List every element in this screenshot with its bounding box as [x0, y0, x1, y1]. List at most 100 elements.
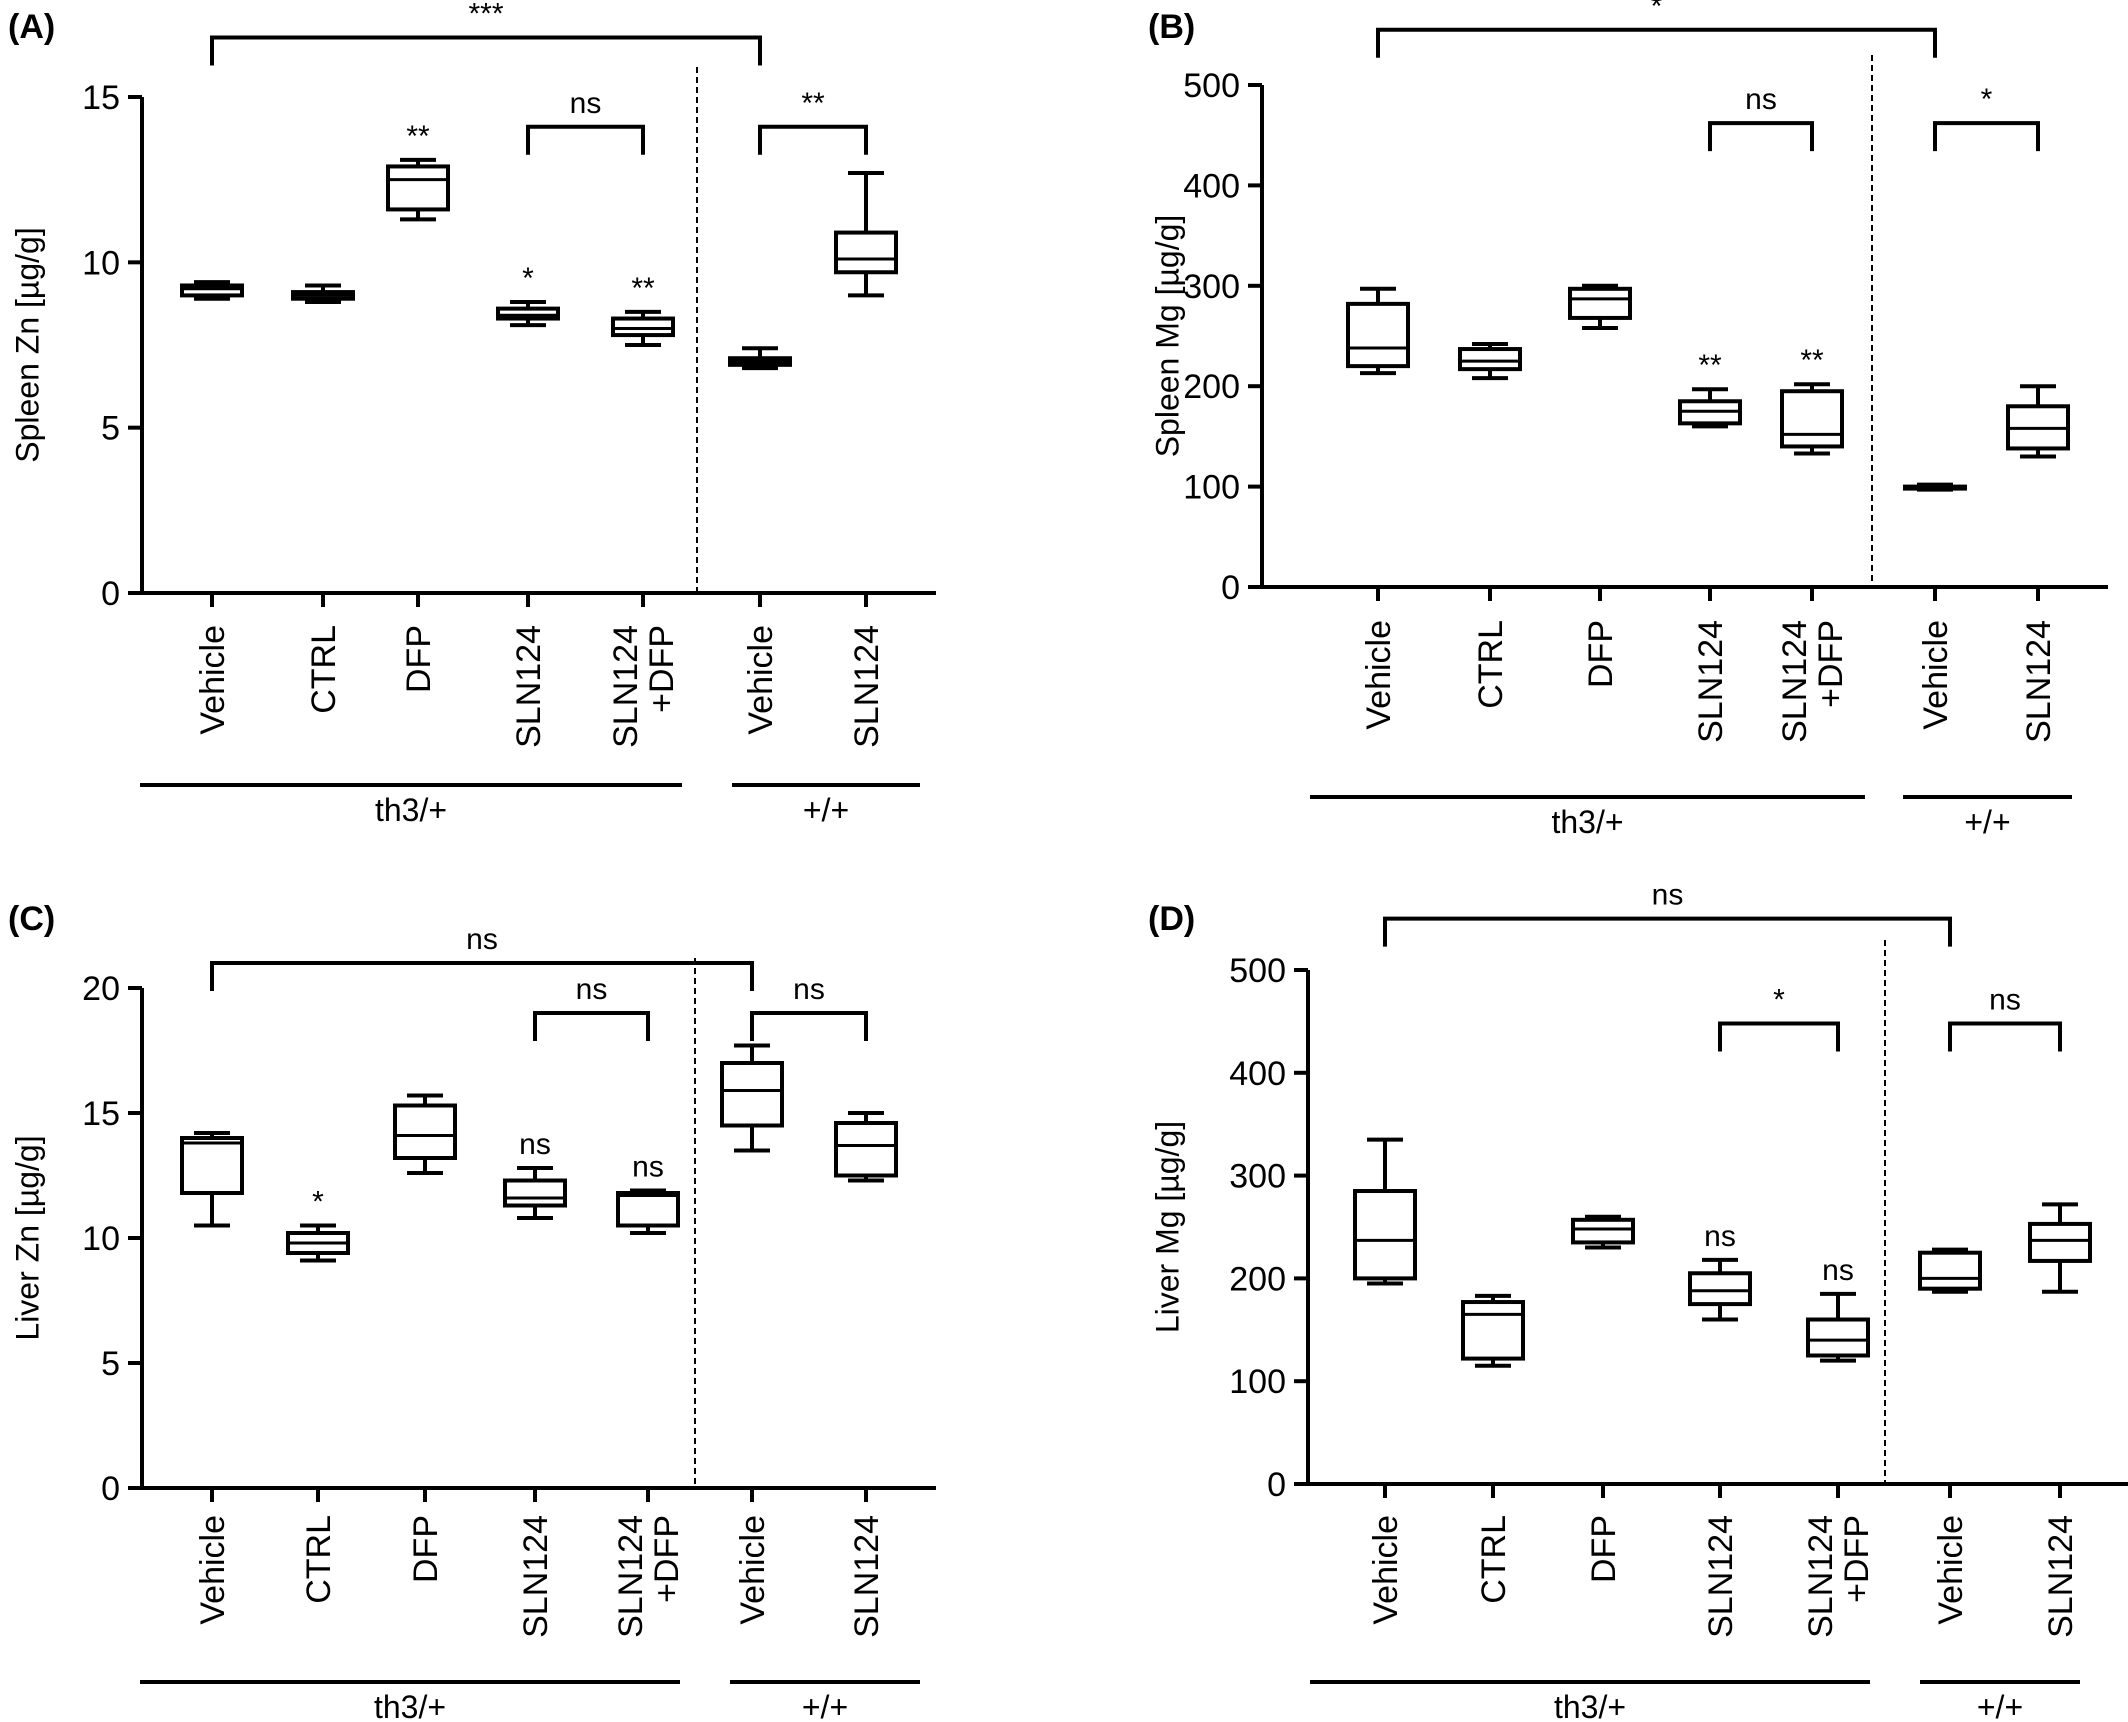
y-tick-label: 200: [1229, 1260, 1286, 1298]
x-category-label: Vehicle: [734, 1515, 772, 1625]
box-plot: [720, 1043, 784, 1153]
box-plot: [834, 1111, 898, 1183]
box-plot: [728, 346, 792, 371]
box-iqr: [180, 1136, 244, 1195]
box-plot: [291, 283, 355, 305]
box-plot: [503, 1166, 567, 1220]
box-plot: [386, 157, 450, 222]
bracket-label: ns: [793, 973, 825, 1006]
x-category-label: Vehicle: [194, 625, 232, 735]
bracket-label: ns: [576, 973, 608, 1006]
x-category-label: Vehicle: [1367, 1515, 1405, 1625]
box-iqr: [1918, 1250, 1982, 1291]
x-category-label: CTRL: [1475, 1515, 1513, 1604]
comparison-bracket: [210, 35, 762, 66]
significance-label: ns: [519, 1128, 551, 1161]
x-category-label: +DFP: [643, 625, 681, 713]
box-iqr: [1461, 1300, 1525, 1361]
bracket-label: *: [1981, 83, 1993, 116]
y-tick-label: 400: [1183, 167, 1240, 205]
x-category-label: +DFP: [1838, 1515, 1876, 1603]
x-category-label: Vehicle: [194, 1515, 232, 1625]
panel-d: (D) 0 100 200 300 400 500 Liver Mg [µg/g] ns ns ns…: [1148, 879, 2128, 1722]
bracket-label: ns: [1989, 983, 2021, 1016]
comparison-bracket: [1948, 1021, 2062, 1052]
significance-label: ns: [1704, 1220, 1736, 1253]
y-tick-label: 300: [1229, 1158, 1286, 1196]
box-plot: [1461, 1293, 1525, 1368]
x-category-label: Vehicle: [742, 625, 780, 735]
box-plot: [834, 171, 898, 298]
x-category-label: SLN124: [1776, 620, 1814, 743]
y-axis-label: Liver Mg [µg/g]: [1149, 1121, 1185, 1333]
y-tick-label: 10: [82, 1220, 120, 1258]
bracket-label: **: [801, 87, 825, 120]
box-iqr: [720, 1061, 784, 1128]
bracket-label: *: [1651, 0, 1663, 23]
box-iqr: [1688, 1271, 1752, 1307]
comparison-bracket: [750, 1011, 868, 1041]
significance-label: ns: [632, 1151, 664, 1184]
x-category-label: DFP: [1582, 620, 1620, 688]
panel-label: (A): [8, 8, 55, 46]
x-category-label: DFP: [1585, 1515, 1623, 1583]
box-plot: [1458, 342, 1522, 381]
y-tick-label: 100: [1183, 469, 1240, 507]
group-label: +/+: [803, 792, 849, 828]
x-category-label: Vehicle: [1360, 620, 1398, 730]
y-tick-label: 20: [82, 970, 120, 1008]
comparison-bracket: [758, 124, 868, 155]
box-plot: [1346, 286, 1410, 376]
box-plot: [611, 309, 675, 347]
box-plot: [286, 1223, 350, 1263]
x-category-label: SLN124: [848, 1515, 886, 1638]
group-label: +/+: [1964, 804, 2010, 840]
box-plot: [1568, 283, 1632, 330]
x-category-label: SLN124: [848, 625, 886, 748]
significance-label: **: [1698, 349, 1722, 382]
y-tick-label: 5: [101, 410, 120, 448]
box-plot: [1780, 382, 1844, 456]
box-plot: [2006, 384, 2070, 459]
box-iqr: [834, 230, 898, 275]
group-label: th3/+: [1554, 1689, 1626, 1722]
comparison-bracket: [1933, 121, 2040, 152]
y-tick-label: 300: [1183, 268, 1240, 306]
box-iqr: [1780, 389, 1844, 449]
box-plot: [1806, 1291, 1870, 1363]
bracket-label: ns: [466, 923, 498, 956]
box-iqr: [1571, 1217, 1635, 1245]
y-tick-label: 10: [82, 244, 120, 282]
bracket-label: *: [1773, 983, 1785, 1016]
panel-label: (C): [8, 900, 55, 938]
x-category-label: SLN124: [607, 625, 645, 748]
significance-label: *: [312, 1186, 324, 1219]
box-plot: [393, 1093, 457, 1175]
box-plot: [1353, 1137, 1417, 1286]
box-iqr: [386, 164, 450, 212]
significance-label: **: [406, 120, 430, 153]
group-label: +/+: [802, 1689, 848, 1722]
x-category-label: CTRL: [1472, 620, 1510, 709]
box-iqr: [496, 306, 560, 321]
box-iqr: [1346, 301, 1410, 369]
comparison-bracket: [1708, 121, 1814, 152]
box-iqr: [180, 283, 244, 298]
comparison-bracket: [1718, 1021, 1840, 1052]
x-category-label: DFP: [407, 1515, 445, 1583]
x-category-label: +DFP: [648, 1515, 686, 1603]
box-plot: [1688, 1257, 1752, 1322]
box-plot: [1903, 482, 1967, 492]
comparison-bracket: [526, 124, 645, 155]
comparison-bracket: [1376, 27, 1937, 58]
y-tick-label: 400: [1229, 1055, 1286, 1093]
group-label: th3/+: [375, 792, 447, 828]
group-label: +/+: [1977, 1689, 2023, 1722]
y-axis-label: Spleen Mg [µg/g]: [1149, 215, 1185, 458]
box-plot: [1571, 1214, 1635, 1250]
panel-label: (B): [1148, 8, 1195, 46]
group-label: th3/+: [374, 1689, 446, 1722]
bracket-label: ns: [570, 87, 602, 120]
box-iqr: [1353, 1189, 1417, 1281]
